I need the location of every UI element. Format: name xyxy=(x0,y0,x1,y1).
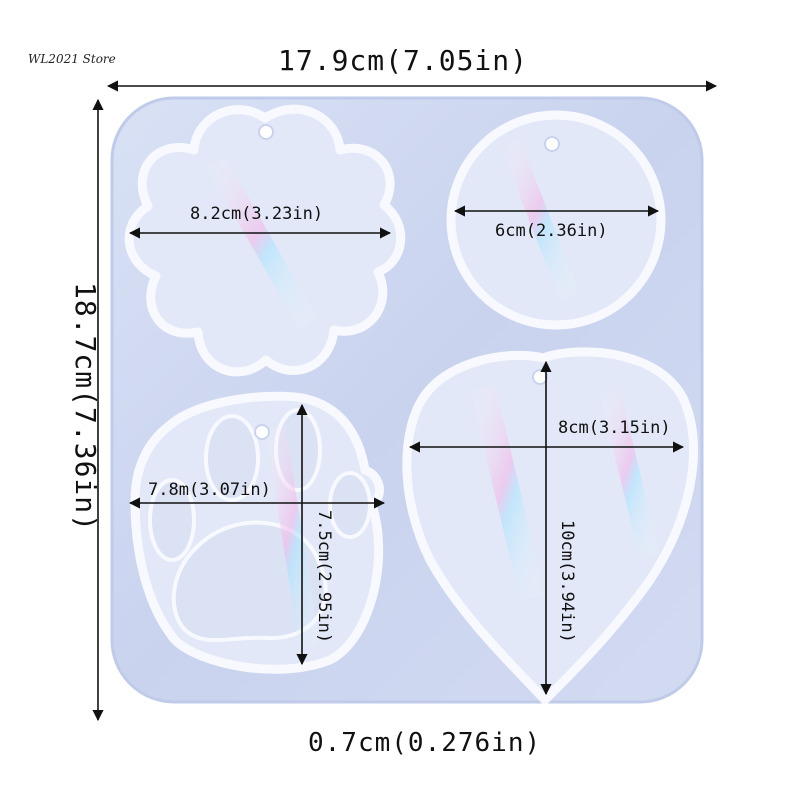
paw-width-label: 7.8m(3.07in) xyxy=(148,480,271,500)
flower-cavity xyxy=(124,104,406,377)
circle-cavity xyxy=(446,110,666,330)
thickness-label: 0.7cm(0.276in) xyxy=(308,728,542,758)
circle-width-label: 6cm(2.36in) xyxy=(495,221,608,241)
store-watermark: WL2021 Store xyxy=(28,52,116,66)
paw-cavity xyxy=(130,391,384,674)
overall-width-label: 17.9cm(7.05in) xyxy=(278,44,529,77)
paw-height-label: 7.5cm(2.95in) xyxy=(314,510,334,644)
flower-width-label: 8.2cm(3.23in) xyxy=(190,204,324,224)
dimension-arrows xyxy=(92,80,718,722)
overall-height-label: 18.7cm(7.36in) xyxy=(69,282,102,533)
heart-width-label: 8cm(3.15in) xyxy=(558,418,671,438)
heart-height-label: 10cm(3.94in) xyxy=(557,520,577,643)
